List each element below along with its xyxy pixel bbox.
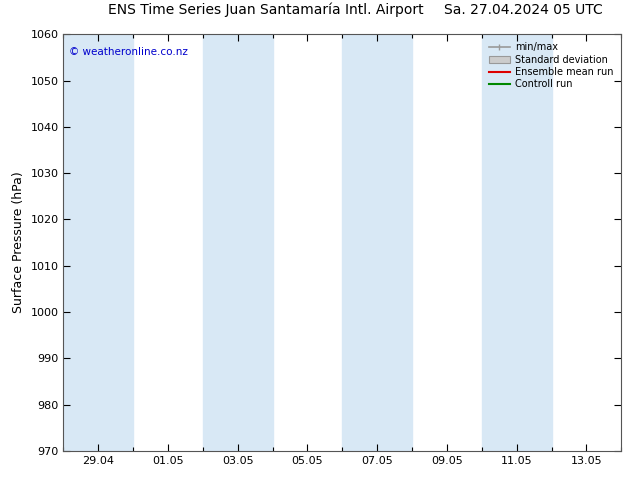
Text: Sa. 27.04.2024 05 UTC: Sa. 27.04.2024 05 UTC <box>444 3 602 17</box>
Legend: min/max, Standard deviation, Ensemble mean run, Controll run: min/max, Standard deviation, Ensemble me… <box>486 39 616 92</box>
Bar <box>63 34 133 451</box>
Bar <box>482 34 552 451</box>
Bar <box>342 34 412 451</box>
Text: © weatheronline.co.nz: © weatheronline.co.nz <box>69 47 188 57</box>
Bar <box>203 34 273 451</box>
Y-axis label: Surface Pressure (hPa): Surface Pressure (hPa) <box>12 172 25 314</box>
Text: ENS Time Series Juan Santamaría Intl. Airport: ENS Time Series Juan Santamaría Intl. Ai… <box>108 2 424 17</box>
